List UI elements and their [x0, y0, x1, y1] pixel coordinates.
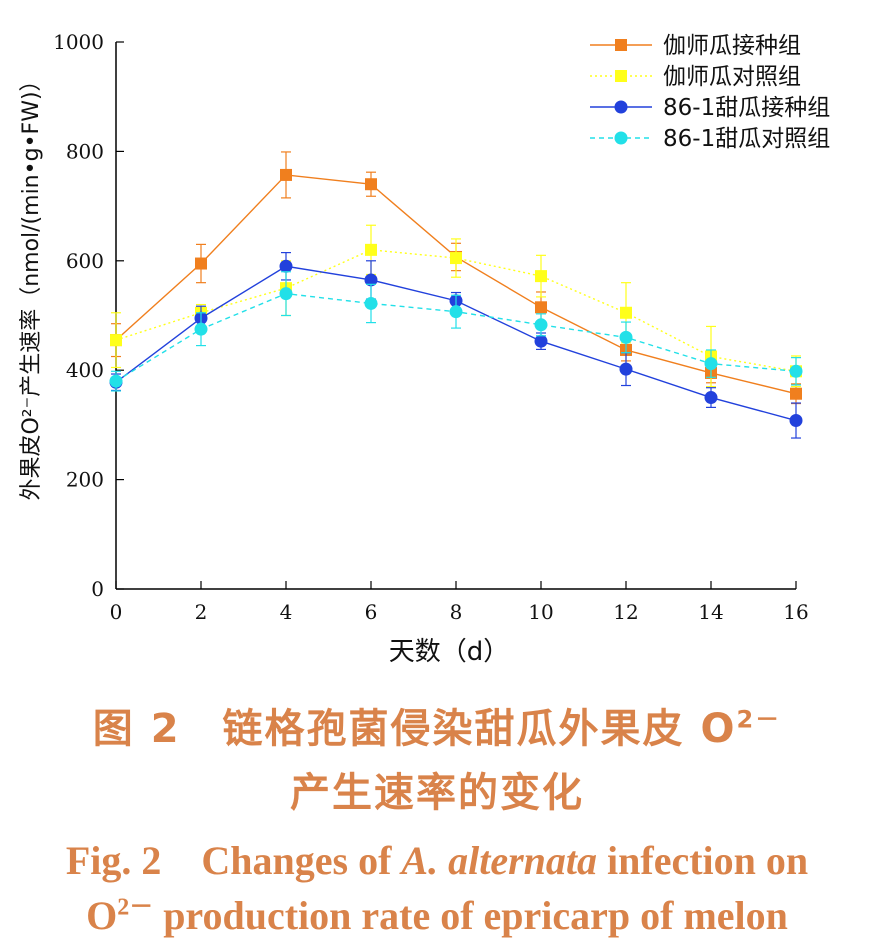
y-tick-label: 200 — [66, 468, 104, 492]
data-point — [790, 387, 802, 400]
caption-en-line1-a: Fig. 2 Changes of — [65, 838, 402, 883]
legend-marker — [615, 70, 627, 82]
caption-cn-line1-text: 图 2 链格孢菌侵染甜瓜外果皮 O — [92, 706, 737, 752]
series-line — [115, 265, 797, 422]
caption-en-line2-prefix: O — [86, 893, 118, 938]
chart: 0 200 400 600 800 1000 0 2 4 6 8 10 12 14 16 伽师瓜接种组伽师瓜… — [19, 30, 830, 667]
x-tick-label: 2 — [195, 600, 208, 624]
series-layer — [109, 151, 803, 439]
caption-cn-line2: 产生速率的变化 — [0, 760, 874, 818]
x-tick-label: 12 — [613, 600, 638, 624]
series-line — [115, 174, 797, 395]
legend-item-1: 伽师瓜对照组 — [590, 64, 801, 90]
axes: 0 200 400 600 800 1000 0 2 4 6 8 10 12 14 16 — [53, 30, 809, 624]
legend-item-3: 86-1甜瓜对照组 — [590, 126, 830, 152]
legend-label: 86-1甜瓜接种组 — [663, 95, 830, 121]
data-point — [109, 374, 123, 388]
x-tick-label: 4 — [280, 600, 293, 624]
caption-en-line2-rest: production rate of epricarp of melon — [153, 893, 788, 938]
data-point — [279, 259, 293, 273]
caption-en-species: A. alternata — [401, 838, 598, 883]
caption-cn-line2-text: 产生速率的变化 — [290, 770, 584, 816]
data-point — [365, 243, 377, 256]
x-tick-label: 16 — [783, 600, 808, 624]
caption-en-superscript: 2－ — [117, 894, 154, 921]
x-tick-label: 10 — [528, 600, 553, 624]
x-tick-label: 0 — [110, 600, 123, 624]
data-point — [364, 296, 378, 310]
y-tick-label: 1000 — [53, 30, 104, 54]
y-tick-label: 0 — [91, 577, 104, 601]
y-tick-label: 400 — [66, 358, 104, 382]
y-tick-label: 800 — [66, 139, 104, 163]
data-point — [450, 252, 462, 265]
legend-marker — [614, 100, 628, 114]
data-point — [195, 257, 207, 270]
data-point — [449, 305, 463, 319]
x-tick-label: 14 — [698, 600, 723, 624]
legend-marker — [614, 131, 628, 145]
caption-en-line1: Fig. 2 Changes of A. alternata infection… — [0, 828, 874, 886]
data-point — [619, 330, 633, 344]
data-point — [279, 287, 293, 301]
data-point — [619, 362, 633, 376]
legend-marker — [615, 39, 627, 51]
caption-cn-superscript: 2－ — [736, 705, 782, 734]
caption-cn-line1: 图 2 链格孢菌侵染甜瓜外果皮 O2－ — [0, 696, 874, 754]
legend-label: 伽师瓜接种组 — [663, 33, 801, 59]
caption-en-line2: O2－ production rate of epricarp of melon — [0, 892, 874, 939]
data-point — [789, 414, 803, 428]
legend-label: 伽师瓜对照组 — [663, 64, 801, 90]
data-point — [704, 391, 718, 405]
data-point — [620, 306, 632, 319]
data-point — [194, 322, 208, 336]
series-2 — [109, 251, 803, 439]
data-point — [789, 364, 803, 378]
x-axis-label: 天数（d） — [389, 637, 510, 667]
series-3 — [109, 271, 803, 392]
y-axis-label: 外果皮O²⁻产生速率（nmol/(min•g•FW)） — [19, 69, 44, 500]
data-point — [365, 178, 377, 191]
data-point — [364, 273, 378, 287]
legend-item-2: 86-1甜瓜接种组 — [590, 95, 830, 121]
data-point — [534, 318, 548, 332]
data-point — [280, 168, 292, 181]
legend-label: 86-1甜瓜对照组 — [663, 126, 830, 152]
legend-item-0: 伽师瓜接种组 — [590, 33, 801, 59]
y-tick-label: 600 — [66, 249, 104, 273]
data-point — [110, 334, 122, 347]
data-point — [534, 334, 548, 348]
caption-en-line1-b: infection on — [597, 838, 809, 883]
data-point — [535, 301, 547, 314]
data-point — [704, 357, 718, 371]
data-point — [535, 270, 547, 283]
x-tick-label: 8 — [450, 600, 463, 624]
x-tick-label: 6 — [365, 600, 378, 624]
